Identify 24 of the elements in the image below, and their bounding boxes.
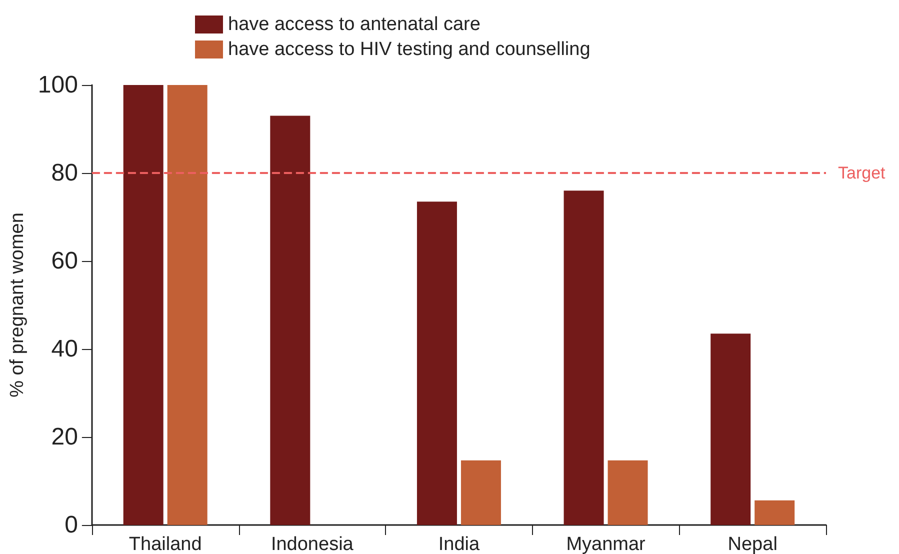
x-tick-label: Thailand <box>128 534 202 554</box>
y-tick-label: 60 <box>51 248 78 274</box>
y-tick-label: 100 <box>38 72 78 98</box>
y-tick-label: 80 <box>51 160 78 186</box>
bar <box>754 500 795 525</box>
y-tick-label: 40 <box>51 336 78 362</box>
bar <box>416 202 457 525</box>
bar <box>564 190 604 525</box>
ref-line-label: Target <box>838 164 886 182</box>
legend-label: have access to HIV testing and counselling <box>228 39 590 60</box>
bar <box>460 460 501 525</box>
bar <box>123 85 164 525</box>
y-tick-label: 20 <box>51 424 78 450</box>
x-tick-label: Myanmar <box>566 534 646 554</box>
y-tick-label: 0 <box>64 512 78 538</box>
x-tick-label: Indonesia <box>270 534 354 554</box>
y-axis-title: % of pregnant women <box>7 212 28 398</box>
x-tick-label: India <box>438 534 480 554</box>
legend-label: have access to antenatal care <box>228 14 480 35</box>
bar <box>710 334 751 525</box>
bar <box>608 460 648 525</box>
bar <box>270 116 310 525</box>
x-tick-label: Nepal <box>728 534 778 554</box>
bar <box>167 85 208 525</box>
